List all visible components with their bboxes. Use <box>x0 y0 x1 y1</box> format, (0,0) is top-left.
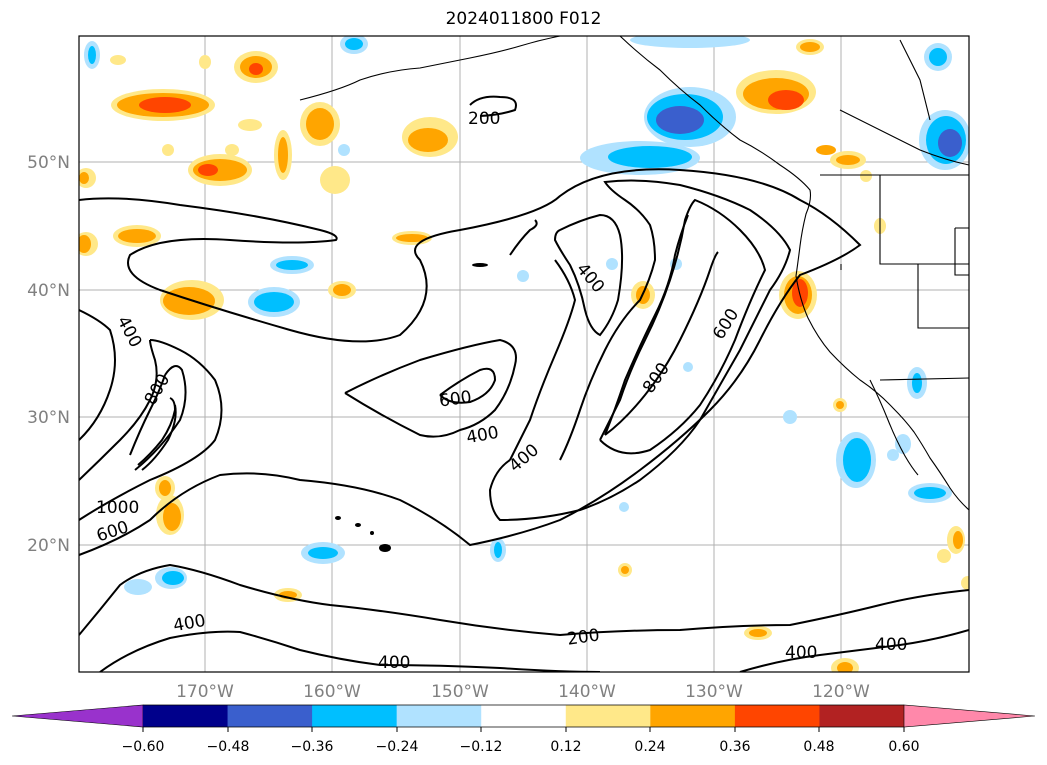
coastlines <box>299 36 969 511</box>
lon-label-170w: 170°W <box>176 682 234 702</box>
colorbar-cell <box>819 705 905 727</box>
contour-label-400-far-east: 400 <box>875 635 907 655</box>
colorbar-extend-low <box>11 704 144 728</box>
colorbar-tick-labels: −0.60 −0.48 −0.36 −0.24 −0.12 0.12 0.24 … <box>122 739 920 755</box>
lat-label-50n: 50°N <box>27 153 70 173</box>
lat-label-20n: 20°N <box>27 536 70 556</box>
colorbar-cell <box>227 705 313 727</box>
colorbar-tick-label: 0.12 <box>550 739 581 755</box>
shaded-field <box>79 36 969 672</box>
lat-label-30n: 30°N <box>27 408 70 428</box>
height-contours <box>79 95 969 672</box>
colorbar-tick-label: 0.36 <box>719 739 750 755</box>
map-frame <box>78 35 970 673</box>
colorbar-tick-label: −0.48 <box>207 739 250 755</box>
contour-label-1000: 1000 <box>96 498 139 518</box>
contour-label-600-mid: 600 <box>438 387 473 411</box>
colorbar-tick-label: −0.36 <box>291 739 334 755</box>
islands <box>335 263 488 552</box>
colorbar-tick-label: 0.60 <box>888 739 919 755</box>
colorbar-cell <box>312 705 398 727</box>
colorbar-ticks <box>142 727 905 732</box>
lon-label-120w: 120°W <box>812 682 870 702</box>
contour-label-200-north: 200 <box>468 109 500 129</box>
colorbar-tick-label: 0.24 <box>634 739 665 755</box>
map-panel <box>79 36 969 672</box>
colorbar-cell <box>396 705 482 727</box>
lon-label-130w: 130°W <box>685 682 743 702</box>
lon-label-150w: 150°W <box>431 682 489 702</box>
lon-label-140w: 140°W <box>558 682 616 702</box>
map-title: 2024011800 F012 <box>445 9 602 29</box>
colorbar-cell <box>565 705 651 727</box>
lon-axis: 170°W 160°W 150°W 140°W 130°W 120°W <box>176 682 870 702</box>
contour-label-200-south: 200 <box>566 625 601 649</box>
colorbar-cell <box>650 705 736 727</box>
colorbar-tick-label: −0.12 <box>460 739 503 755</box>
lat-axis: 50°N 40°N 30°N 20°N <box>27 153 70 556</box>
colorbar-cell <box>143 705 229 727</box>
contour-label-400-south-east: 400 <box>785 643 817 663</box>
colorbar-tick-label: −0.60 <box>122 739 165 755</box>
colorbar-cell <box>734 705 820 727</box>
colorbar-tick-label: 0.48 <box>803 739 834 755</box>
colorbar-extend-high <box>903 704 1036 728</box>
graticule <box>79 36 969 672</box>
colorbar-tick-label: −0.24 <box>376 739 419 755</box>
colorbar: −0.60 −0.48 −0.36 −0.24 −0.12 0.12 0.24 … <box>11 704 1036 755</box>
colorbar-cell <box>481 705 567 727</box>
lat-label-40n: 40°N <box>27 281 70 301</box>
contour-label-400-south-mid: 400 <box>378 653 410 673</box>
lon-label-160w: 160°W <box>303 682 361 702</box>
